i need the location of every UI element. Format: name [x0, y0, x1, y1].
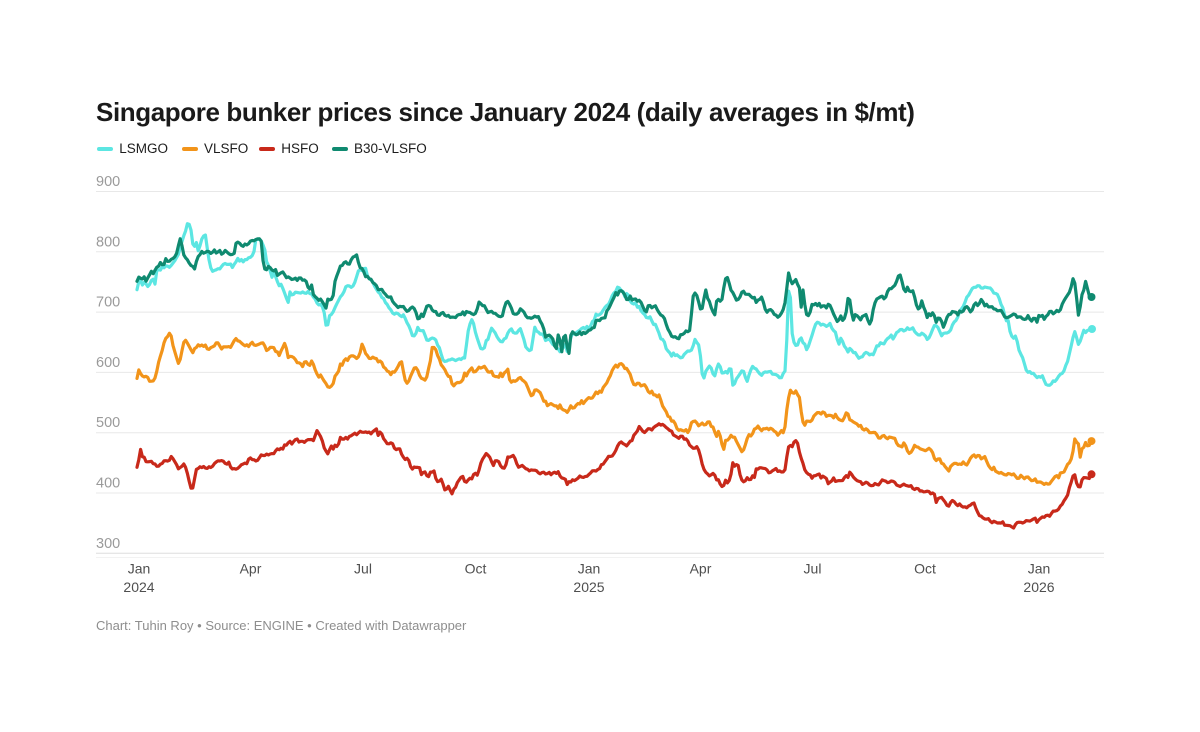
svg-text:Oct: Oct [914, 561, 936, 577]
svg-text:Jan: Jan [128, 561, 151, 577]
svg-text:600: 600 [96, 355, 120, 371]
svg-text:700: 700 [96, 295, 120, 311]
svg-text:2024: 2024 [123, 579, 154, 595]
svg-text:Oct: Oct [465, 561, 487, 577]
svg-text:2026: 2026 [1023, 579, 1054, 595]
svg-text:Jul: Jul [804, 561, 822, 577]
svg-text:400: 400 [96, 476, 120, 492]
svg-text:Jul: Jul [354, 561, 372, 577]
svg-text:500: 500 [96, 415, 120, 431]
svg-text:Jan: Jan [1028, 561, 1051, 577]
svg-text:900: 900 [96, 174, 120, 190]
svg-text:Apr: Apr [240, 561, 262, 577]
svg-text:Apr: Apr [690, 561, 712, 577]
svg-text:2025: 2025 [573, 579, 604, 595]
svg-text:300: 300 [96, 536, 120, 552]
svg-text:800: 800 [96, 234, 120, 250]
svg-text:Jan: Jan [578, 561, 601, 577]
